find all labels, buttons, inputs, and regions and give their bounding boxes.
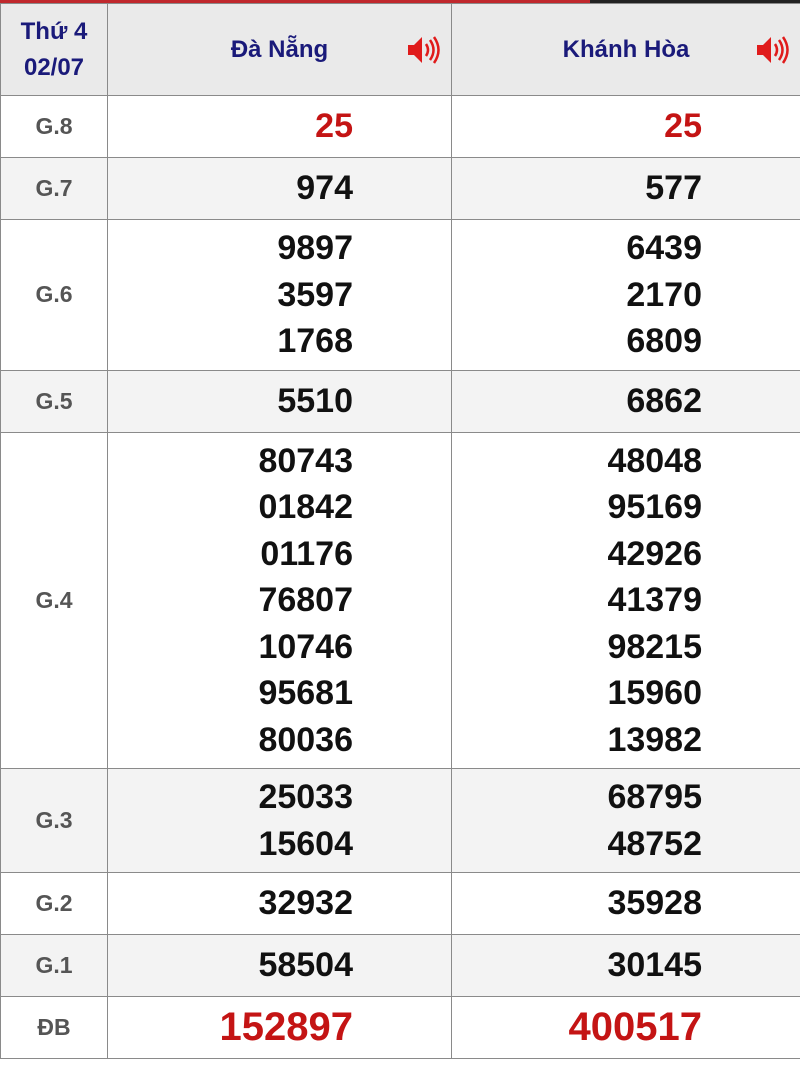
prize-label: G.6: [0, 219, 108, 371]
prize-numbers: 68795 48752: [451, 768, 800, 873]
lottery-results-table: Thứ 4 02/07 Đà Nẵng Khánh Hòa G.8 25 25 G.7…: [0, 3, 800, 1059]
prize-number: 10746: [258, 627, 353, 666]
header-row: Thứ 4 02/07 Đà Nẵng Khánh Hòa: [0, 3, 800, 96]
prize-number: 01842: [258, 488, 353, 526]
prize-number: 400517: [568, 1005, 702, 1050]
prize-number: 48752: [607, 824, 702, 863]
prize-numbers: 9897 3597 1768: [107, 219, 452, 371]
prize-number: 58504: [258, 946, 353, 985]
prize-row: G.5 5510 6862: [0, 369, 800, 433]
prize-row: G.4 80743 01842 01176 76807 10746 95681 80036 48…: [0, 431, 800, 769]
prize-number: 42926: [607, 534, 702, 573]
prize-number: 95681: [258, 674, 353, 712]
prize-row: G.6 9897 3597 1768 6439 2170 6809: [0, 219, 800, 371]
province-name[interactable]: Khánh Hòa: [562, 35, 690, 63]
prize-numbers: 5510: [107, 369, 452, 433]
prize-label: G.8: [0, 95, 108, 158]
prize-numbers: 6862: [451, 369, 800, 433]
prize-number: 9897: [277, 229, 353, 267]
prize-numbers: 35928: [451, 872, 800, 935]
prize-number: 30145: [607, 946, 702, 985]
prize-numbers: 400517: [451, 996, 800, 1059]
prize-number: 01176: [260, 534, 353, 573]
prize-numbers: 974: [107, 157, 452, 220]
prize-number: 577: [645, 169, 702, 208]
prize-row: G.7 974 577: [0, 157, 800, 220]
prize-number: 95169: [607, 488, 702, 526]
prize-label: G.4: [0, 431, 108, 769]
prize-numbers: 25: [451, 95, 800, 158]
prize-number: 13982: [607, 720, 702, 759]
date: 02/07: [23, 53, 85, 81]
prize-number: 25033: [258, 778, 353, 816]
prize-number: 25: [664, 107, 702, 146]
prize-numbers: 6439 2170 6809: [451, 219, 800, 371]
prize-row: G.2 32932 35928: [0, 872, 800, 935]
prize-number: 48048: [607, 441, 702, 480]
speaker-icon[interactable]: [405, 32, 441, 68]
prize-label: G.2: [0, 872, 108, 935]
prize-numbers: 30145: [451, 934, 800, 997]
prize-row: G.8 25 25: [0, 95, 800, 158]
province-name[interactable]: Đà Nẵng: [230, 35, 329, 63]
prize-numbers: 48048 95169 42926 41379 98215 15960 13982: [451, 431, 800, 769]
prize-number: 1768: [277, 322, 353, 360]
prize-number: 974: [296, 169, 353, 208]
speaker-icon[interactable]: [754, 32, 790, 68]
prize-label: ĐB: [0, 996, 108, 1059]
prize-label: G.7: [0, 157, 108, 220]
prize-numbers: 577: [451, 157, 800, 220]
prize-number: 15960: [607, 674, 702, 712]
prize-label: G.5: [0, 369, 108, 433]
prize-number: 15604: [258, 824, 353, 863]
prize-numbers: 32932: [107, 872, 452, 935]
prize-number: 76807: [258, 581, 353, 619]
prize-number: 35928: [607, 884, 702, 923]
province-header-da-nang: Đà Nẵng: [107, 3, 452, 96]
prize-number: 5510: [277, 381, 353, 420]
prize-numbers: 58504: [107, 934, 452, 997]
prize-number: 25: [315, 107, 353, 146]
prize-number: 6862: [626, 381, 702, 420]
prize-number: 80036: [258, 720, 353, 759]
prize-number: 80743: [258, 441, 353, 480]
prize-number: 2170: [626, 275, 702, 314]
draw-date: Thứ 4 02/07: [0, 3, 108, 96]
prize-numbers: 80743 01842 01176 76807 10746 95681 80036: [107, 431, 452, 769]
prize-number: 98215: [607, 627, 702, 666]
prize-row: ĐB 152897 400517: [0, 996, 800, 1059]
weekday: Thứ 4: [20, 17, 88, 45]
prize-number: 41379: [607, 581, 702, 619]
prize-number: 32932: [258, 884, 353, 923]
prize-numbers: 25033 15604: [107, 768, 452, 873]
prize-number: 6439: [626, 229, 702, 267]
prize-label: G.1: [0, 934, 108, 997]
prize-number: 68795: [607, 778, 702, 816]
top-accent-bar: [0, 0, 800, 3]
prize-label: G.3: [0, 768, 108, 873]
prize-row: G.3 25033 15604 68795 48752: [0, 768, 800, 873]
province-header-khanh-hoa: Khánh Hòa: [451, 3, 800, 96]
prize-row: G.1 58504 30145: [0, 934, 800, 997]
prize-number: 6809: [626, 322, 702, 360]
prize-numbers: 25: [107, 95, 452, 158]
prize-numbers: 152897: [107, 996, 452, 1059]
prize-number: 152897: [219, 1005, 353, 1050]
prize-number: 3597: [277, 275, 353, 314]
